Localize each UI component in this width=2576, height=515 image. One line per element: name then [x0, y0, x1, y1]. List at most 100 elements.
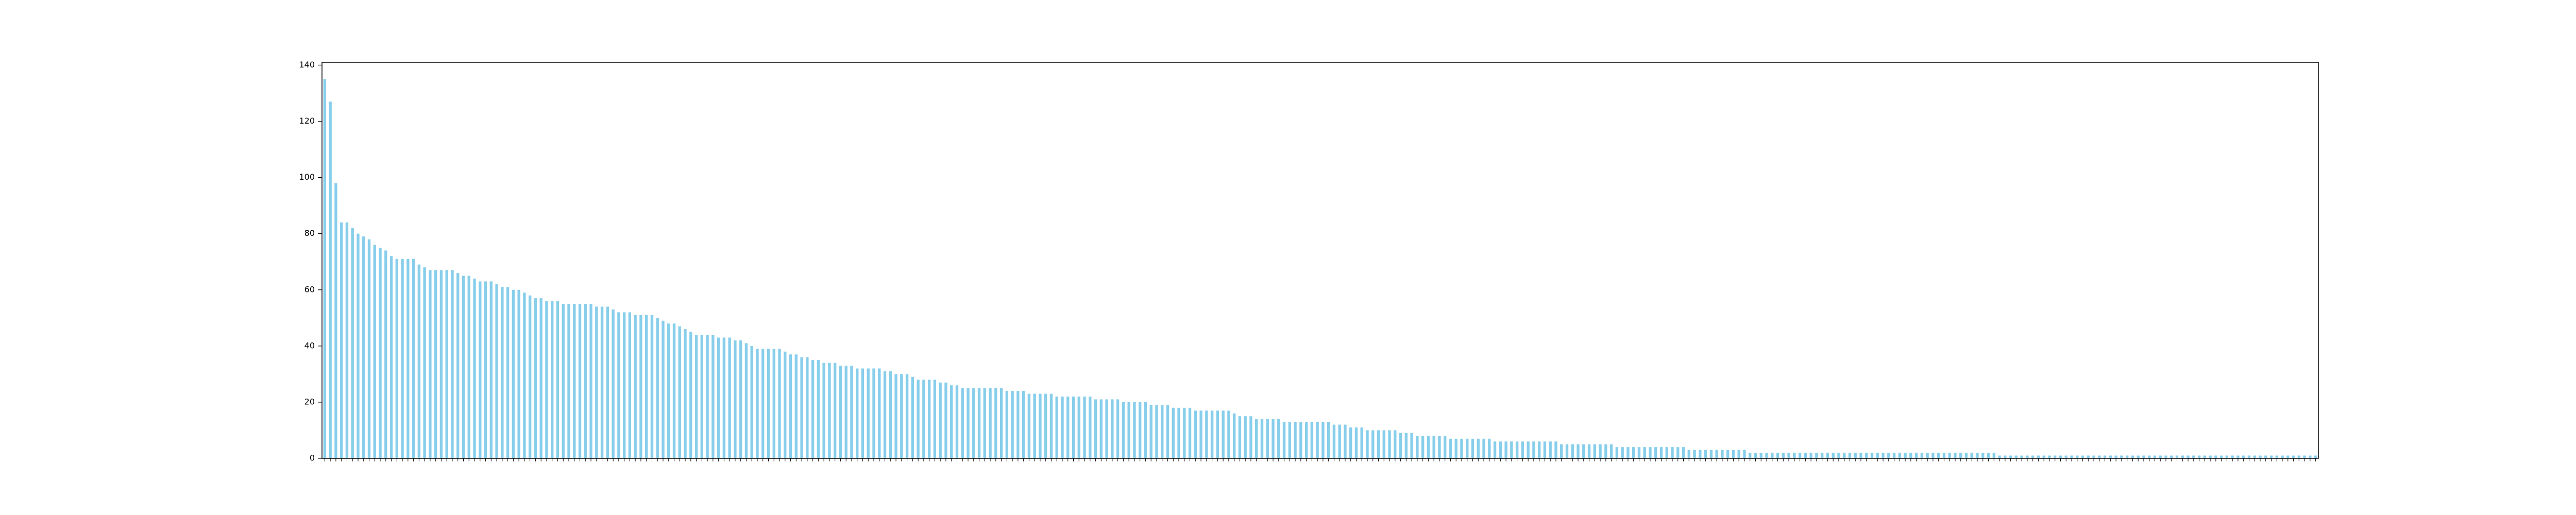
bar — [1765, 453, 1768, 458]
bar — [1987, 453, 1990, 458]
bar — [1776, 453, 1780, 458]
bar — [434, 270, 437, 458]
bar — [889, 371, 892, 458]
bar — [1565, 444, 1569, 458]
bar — [1671, 447, 1674, 458]
bar — [856, 368, 859, 458]
bar — [489, 281, 493, 458]
bar — [1887, 453, 1890, 458]
bar — [1826, 453, 1829, 458]
bar — [417, 264, 421, 458]
bar — [2303, 455, 2306, 458]
bar — [2259, 455, 2262, 458]
bar — [1832, 453, 1835, 458]
bar — [894, 374, 897, 458]
y-tick-label: 140 — [299, 60, 315, 70]
bar — [1044, 393, 1047, 458]
bar — [2114, 455, 2117, 458]
bar — [1577, 444, 1580, 458]
bar — [2175, 455, 2179, 458]
bar — [539, 298, 543, 458]
bar — [357, 233, 360, 458]
bar — [1166, 405, 1170, 458]
bar — [501, 287, 504, 458]
bar — [828, 363, 831, 458]
plot-frame — [321, 62, 2319, 459]
bar — [694, 335, 698, 458]
bar — [1914, 453, 1918, 458]
bar — [972, 388, 975, 458]
bar — [384, 250, 387, 458]
bar — [1477, 438, 1480, 458]
bar — [1260, 419, 1264, 458]
bar — [1665, 447, 1668, 458]
bar — [1360, 427, 1363, 458]
bar — [1510, 441, 1513, 458]
bar — [340, 222, 343, 458]
bar — [2064, 455, 2067, 458]
bar — [1382, 430, 1385, 458]
bar — [1749, 453, 1752, 458]
bar — [1294, 422, 1297, 458]
bar — [1571, 444, 1574, 458]
bar — [334, 183, 337, 459]
bar — [2192, 455, 2195, 458]
bar — [2242, 455, 2245, 458]
bar — [1970, 453, 1973, 458]
bar — [1659, 447, 1663, 458]
bar — [1288, 422, 1291, 458]
bar — [2148, 455, 2151, 458]
bar — [1055, 397, 1058, 458]
bar — [1804, 453, 1807, 458]
bar — [2181, 455, 2184, 458]
bar — [1682, 447, 1685, 458]
bar — [1449, 438, 1452, 458]
bar — [584, 304, 587, 458]
bar — [678, 326, 681, 458]
bar — [1111, 399, 1114, 458]
bar — [573, 304, 576, 458]
y-tick-label: 40 — [304, 340, 315, 350]
bar — [2159, 455, 2162, 458]
bar — [999, 388, 1003, 458]
bar — [1582, 444, 1585, 458]
bar — [1554, 441, 1557, 458]
bar — [628, 312, 632, 458]
bar — [983, 388, 986, 458]
bar — [600, 306, 604, 458]
bar — [1144, 402, 1147, 458]
bar — [1709, 450, 1713, 458]
bar — [2109, 455, 2112, 458]
bar — [1122, 402, 1125, 458]
bar — [2203, 455, 2207, 458]
bar — [1388, 430, 1391, 458]
bar — [412, 259, 415, 458]
bar — [739, 340, 742, 458]
bar — [1454, 438, 1458, 458]
bar — [1931, 453, 1935, 458]
bar — [1865, 453, 1868, 458]
bar — [1072, 397, 1075, 458]
bar — [323, 79, 327, 459]
bar — [1099, 399, 1103, 458]
bar — [1998, 455, 2001, 458]
bar — [1543, 441, 1547, 458]
bar — [467, 276, 470, 458]
bar — [1022, 391, 1025, 458]
bar — [2087, 455, 2090, 458]
bar — [922, 380, 925, 458]
bar — [1687, 450, 1690, 458]
bar — [1892, 453, 1896, 458]
bar — [2292, 455, 2295, 458]
bar — [2137, 455, 2140, 458]
bar — [905, 374, 909, 458]
bar — [800, 357, 803, 458]
bar — [2070, 455, 2073, 458]
bar — [2009, 455, 2012, 458]
bar — [750, 346, 753, 458]
bar — [1948, 453, 1951, 458]
bar — [1177, 407, 1180, 458]
bar — [1527, 441, 1530, 458]
bar — [1332, 424, 1336, 458]
bar — [1016, 391, 1020, 458]
